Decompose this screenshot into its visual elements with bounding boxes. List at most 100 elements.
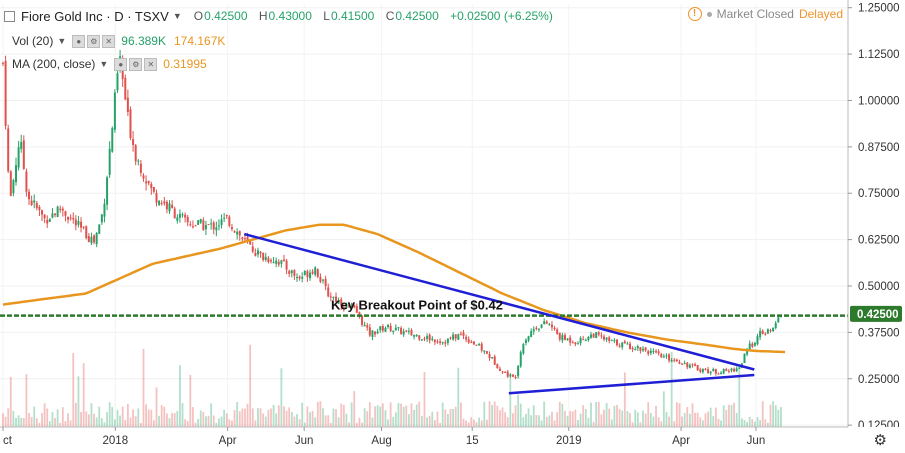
chevron-down-icon[interactable]: ▼ <box>57 36 67 46</box>
alert-icon[interactable]: ! <box>687 7 702 21</box>
volume-bar <box>571 411 574 427</box>
volume-bar <box>134 416 137 427</box>
volume-bar <box>371 417 374 427</box>
candle-body <box>194 225 197 227</box>
chevron-down-icon[interactable]: ▼ <box>172 11 182 21</box>
delayed-label: Delayed <box>798 7 843 21</box>
candle-body <box>480 343 483 351</box>
volume-bar <box>306 406 309 427</box>
volume-bar <box>704 413 707 427</box>
candle-body <box>545 321 548 324</box>
candle-body <box>660 354 663 358</box>
volume-bar <box>61 407 64 427</box>
volume-bar <box>603 409 605 427</box>
volume-bar <box>579 413 582 427</box>
candle-body <box>504 371 507 373</box>
candle-body <box>668 354 671 361</box>
volume-bar <box>129 417 132 427</box>
settings-gear-icon[interactable]: ⚙ <box>873 432 887 449</box>
volume-bar <box>738 368 741 427</box>
close-icon[interactable]: ✕ <box>144 57 158 71</box>
collapse-icon[interactable] <box>4 10 15 22</box>
candle-body <box>561 335 564 341</box>
candle-body <box>441 342 444 344</box>
candle-body <box>629 343 632 349</box>
candle-body <box>681 363 684 365</box>
moving-average <box>2 223 786 354</box>
close-icon[interactable]: ✕ <box>102 34 116 48</box>
candle-body <box>459 333 462 335</box>
candle-body <box>241 237 244 240</box>
volume-bar <box>777 409 780 427</box>
candle-body <box>751 343 754 347</box>
volume-bar <box>582 405 585 427</box>
volume-bar <box>116 410 119 427</box>
volume-bar <box>155 387 158 427</box>
candle-body <box>735 368 738 371</box>
price-axis-bg <box>848 0 905 453</box>
volume-bar <box>532 405 535 427</box>
candle-body <box>56 206 59 217</box>
volume-bar <box>264 416 267 427</box>
eye-icon[interactable]: ● <box>72 34 86 48</box>
candle-body <box>556 329 559 334</box>
volume-bar <box>558 401 561 427</box>
symbol-title[interactable]: Fiore Gold Inc · D · TSXV <box>21 8 169 24</box>
candle-body <box>527 336 530 341</box>
volume-bar <box>735 412 738 427</box>
volume-label[interactable]: Vol (20) <box>12 34 54 48</box>
candle-body <box>238 231 241 236</box>
gear-icon[interactable]: ⚙ <box>129 57 143 71</box>
volume-bar <box>535 415 538 427</box>
candle-body <box>243 238 246 240</box>
volume-bar <box>207 415 210 427</box>
candle-body <box>285 260 288 270</box>
candle-body <box>134 145 137 162</box>
candle-body <box>361 315 364 325</box>
candle-body <box>124 78 127 100</box>
candle-body <box>12 180 15 194</box>
candle-body <box>610 340 613 342</box>
ma-line <box>2 223 786 354</box>
volume-bar <box>361 422 363 427</box>
volume-bar <box>153 420 155 427</box>
volume-bar <box>38 422 41 427</box>
candle-body <box>272 262 275 264</box>
ma-label[interactable]: MA (200, close) <box>12 57 96 71</box>
volume-bar <box>301 402 304 427</box>
candle-body <box>673 359 676 361</box>
candle-body <box>228 216 231 226</box>
volume-bar <box>355 422 358 427</box>
volume-bar <box>285 410 288 427</box>
volume-bar <box>392 416 395 427</box>
volume-bar <box>173 413 176 427</box>
volume-bar <box>215 422 218 427</box>
volume-bar <box>519 403 522 427</box>
candle-body <box>543 321 546 325</box>
volume-bar <box>345 413 348 427</box>
candle-body <box>173 208 176 219</box>
eye-icon[interactable]: ● <box>114 57 128 71</box>
candle-body <box>777 317 780 323</box>
candle-body <box>108 148 111 175</box>
candle-body <box>316 269 319 277</box>
candle-body <box>626 343 629 345</box>
volume-bar <box>748 416 751 427</box>
volume-bar <box>662 391 665 427</box>
volume-bar <box>205 416 207 427</box>
candle-body <box>649 350 652 354</box>
volume-bar <box>342 404 345 427</box>
chevron-down-icon[interactable]: ▼ <box>99 59 109 69</box>
candle-body <box>61 208 64 211</box>
candle-body <box>280 260 283 264</box>
gear-icon[interactable]: ⚙ <box>87 34 101 48</box>
volume-bar <box>119 415 121 427</box>
volume-bar <box>681 416 683 427</box>
volume-bars <box>2 344 782 427</box>
volume-bar <box>41 412 43 427</box>
volume-bar <box>626 411 629 427</box>
candle-body <box>569 337 572 343</box>
volume-bar <box>506 417 509 427</box>
